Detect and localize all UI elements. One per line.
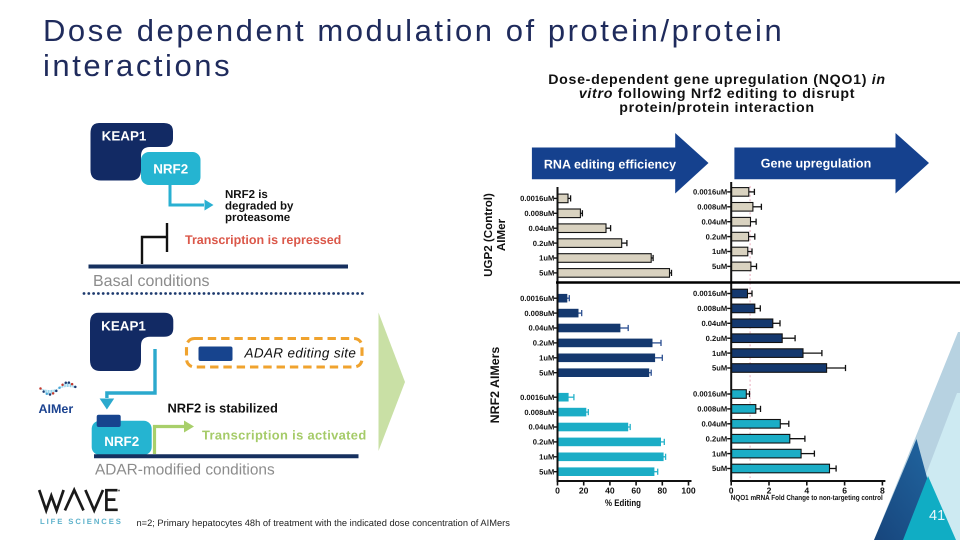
svg-text:5uM: 5uM (539, 368, 554, 377)
svg-text:100: 100 (681, 486, 696, 496)
svg-text:ADAR editing site: ADAR editing site (244, 346, 357, 361)
svg-text:6: 6 (842, 486, 847, 496)
svg-text:Transcription is repressed: Transcription is repressed (185, 233, 341, 247)
svg-text:0.008uM: 0.008uM (697, 405, 727, 414)
svg-text:0.2uM: 0.2uM (533, 438, 555, 447)
svg-text:0.04uM: 0.04uM (529, 423, 555, 432)
svg-text:1uM: 1uM (539, 254, 554, 263)
svg-text:0.2uM: 0.2uM (706, 334, 728, 343)
svg-text:0.04uM: 0.04uM (529, 324, 555, 333)
svg-text:AIMer: AIMer (495, 218, 508, 251)
svg-text:5uM: 5uM (539, 269, 554, 278)
svg-text:0: 0 (729, 486, 734, 496)
svg-text:60: 60 (631, 486, 641, 496)
svg-text:Basal conditions: Basal conditions (93, 273, 210, 290)
svg-text:0.04uM: 0.04uM (701, 319, 727, 328)
svg-text:8: 8 (880, 486, 885, 496)
svg-text:Transcription is activated: Transcription is activated (202, 428, 367, 443)
svg-text:NRF2: NRF2 (104, 434, 139, 449)
svg-text:1uM: 1uM (712, 449, 727, 458)
svg-text:0.04uM: 0.04uM (701, 217, 727, 226)
svg-text:5uM: 5uM (712, 464, 727, 473)
svg-text:40: 40 (605, 486, 615, 496)
svg-text:LIFE SCIENCES: LIFE SCIENCES (40, 517, 123, 526)
svg-text:0.0016uM: 0.0016uM (693, 188, 727, 197)
svg-text:0.008uM: 0.008uM (697, 304, 727, 313)
svg-text:20: 20 (579, 486, 589, 496)
svg-text:0.0016uM: 0.0016uM (693, 289, 727, 298)
svg-text:AIMer: AIMer (39, 402, 74, 416)
svg-text:Gene upregulation: Gene upregulation (761, 157, 871, 171)
svg-text:5uM: 5uM (539, 467, 554, 476)
svg-text:4: 4 (804, 486, 809, 496)
svg-text:0.0016uM: 0.0016uM (693, 390, 727, 399)
svg-text:1uM: 1uM (712, 247, 727, 256)
svg-text:0: 0 (555, 486, 560, 496)
svg-text:0.04uM: 0.04uM (701, 420, 727, 429)
svg-text:KEAP1: KEAP1 (101, 319, 146, 334)
svg-text:5uM: 5uM (712, 262, 727, 271)
svg-text:NRF2 is stabilized: NRF2 is stabilized (168, 401, 278, 416)
svg-text:5uM: 5uM (712, 364, 727, 373)
svg-text:1uM: 1uM (539, 354, 554, 363)
svg-text:0.04uM: 0.04uM (529, 224, 555, 233)
svg-text:NRF2 AIMers: NRF2 AIMers (488, 347, 502, 424)
svg-text:1uM: 1uM (539, 453, 554, 462)
svg-text:0.0016uM: 0.0016uM (520, 393, 554, 402)
svg-text:41: 41 (929, 508, 945, 524)
svg-text:UGP2 (Control): UGP2 (Control) (482, 193, 495, 277)
svg-text:KEAP1: KEAP1 (102, 129, 147, 144)
svg-text:RNA editing efficiency: RNA editing efficiency (544, 158, 676, 172)
svg-text:0.0016uM: 0.0016uM (520, 194, 554, 203)
svg-text:1uM: 1uM (712, 349, 727, 358)
svg-text:n=2; Primary hepatocytes 48h o: n=2; Primary hepatocytes 48h of treatmen… (137, 518, 511, 528)
svg-text:0.008uM: 0.008uM (697, 203, 727, 212)
svg-text:% Editing: % Editing (605, 498, 641, 509)
svg-text:degraded by: degraded by (225, 201, 294, 213)
svg-text:0.008uM: 0.008uM (524, 209, 554, 218)
svg-text:0.2uM: 0.2uM (706, 434, 728, 443)
svg-text:NQO1 mRNA Fold Change to non-t: NQO1 mRNA Fold Change to non-targeting c… (731, 493, 883, 502)
svg-text:80: 80 (658, 486, 668, 496)
svg-text:NRF2: NRF2 (153, 162, 188, 177)
svg-text:2: 2 (767, 486, 772, 496)
svg-text:0.008uM: 0.008uM (524, 309, 554, 318)
svg-text:proteasome: proteasome (225, 212, 290, 224)
svg-text:0.2uM: 0.2uM (706, 232, 728, 241)
svg-text:0.008uM: 0.008uM (524, 408, 554, 417)
svg-text:0.0016uM: 0.0016uM (520, 294, 554, 303)
svg-text:ADAR-modified conditions: ADAR-modified conditions (95, 462, 275, 479)
svg-text:NRF2 is: NRF2 is (225, 189, 268, 201)
svg-text:0.2uM: 0.2uM (533, 239, 555, 248)
svg-text:0.2uM: 0.2uM (533, 339, 555, 348)
